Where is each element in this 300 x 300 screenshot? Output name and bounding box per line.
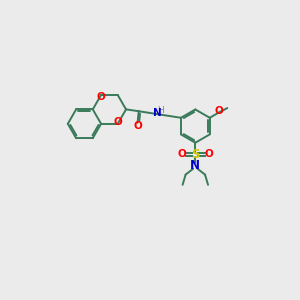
Text: O: O [97,92,106,102]
Text: O: O [177,149,186,159]
Text: O: O [205,149,214,159]
Text: H: H [158,106,164,115]
Text: O: O [214,106,223,116]
Text: O: O [113,117,122,127]
Text: O: O [133,121,142,130]
Text: S: S [191,148,200,161]
Text: N: N [153,108,162,118]
Text: N: N [190,159,200,172]
